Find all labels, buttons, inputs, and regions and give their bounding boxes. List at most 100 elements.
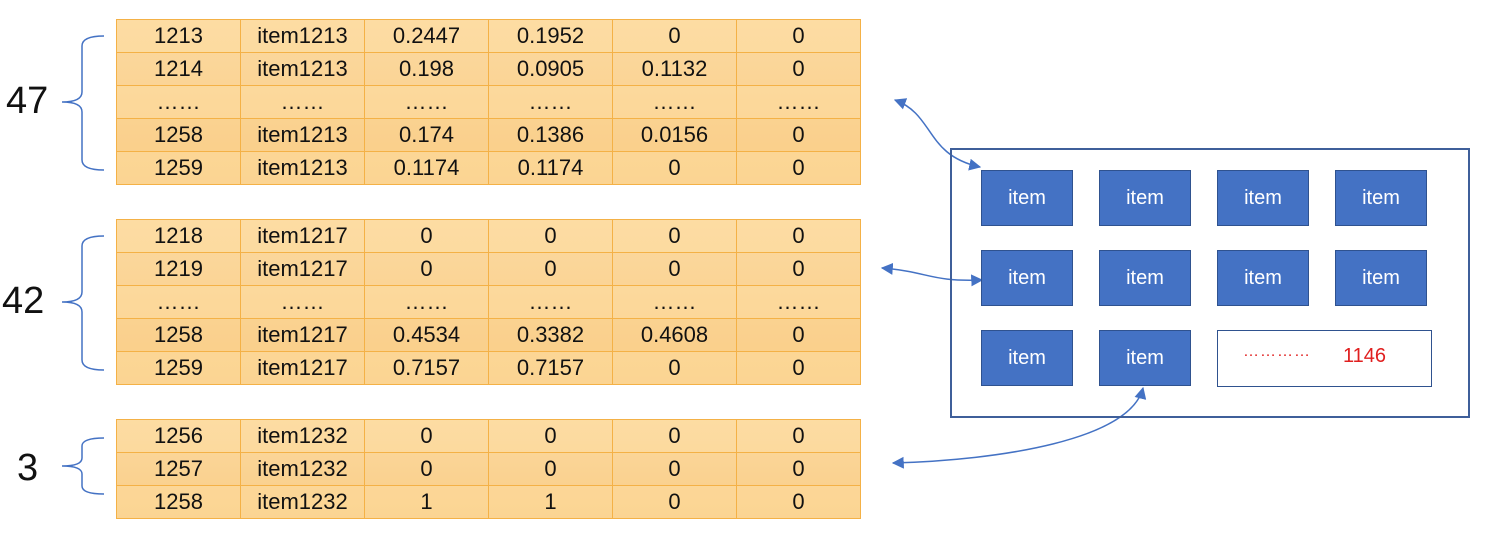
table-cell: 0 <box>736 118 861 152</box>
table-cell: item1232 <box>240 452 365 486</box>
table-cell: 0 <box>364 252 489 286</box>
table-cell: 0 <box>736 452 861 486</box>
table-cell: item1217 <box>240 318 365 352</box>
item-box: item <box>1217 250 1309 306</box>
table-cell: …… <box>736 85 861 119</box>
table-cell: item1232 <box>240 485 365 519</box>
table-cell: …… <box>736 285 861 319</box>
table-cell: item1213 <box>240 19 365 53</box>
table-cell: 0.7157 <box>488 351 613 385</box>
table-cell: item1213 <box>240 151 365 185</box>
more-items-box: ………… 1146 <box>1217 330 1432 387</box>
table-cell: …… <box>240 85 365 119</box>
table-cell: …… <box>240 285 365 319</box>
table-cell: 0.4608 <box>612 318 737 352</box>
table-cell: 1259 <box>116 351 241 385</box>
table-cell: 0 <box>736 351 861 385</box>
data-table-3: 1256 item1232 0 0 0 0 1257 item1232 0 0 0 0 1258 item… <box>116 419 861 519</box>
table-cell: 1259 <box>116 151 241 185</box>
table-cell: 0.7157 <box>364 351 489 385</box>
data-table-2: 1218 item1217 0 0 0 0 1219 item1217 0 0 0 0……………………… <box>116 219 861 385</box>
table-cell: 0 <box>612 219 737 253</box>
table-cell: 1 <box>488 485 613 519</box>
table-cell: 1214 <box>116 52 241 86</box>
table-row: ……………………………… <box>116 285 861 319</box>
item-box: item <box>981 250 1073 306</box>
table-cell: 0 <box>364 419 489 453</box>
table-cell: 1218 <box>116 219 241 253</box>
count-label-1: 47 <box>6 80 49 122</box>
table-cell: 0 <box>736 19 861 53</box>
table-cell: 0 <box>612 19 737 53</box>
table-cell: 1257 <box>116 452 241 486</box>
item-box: item <box>1217 170 1309 226</box>
arrow-table3-panel <box>891 386 1147 469</box>
brace-1 <box>61 35 105 171</box>
brace-2 <box>61 235 105 371</box>
more-dots: ………… <box>1243 343 1311 360</box>
more-count: 1146 <box>1343 345 1387 367</box>
table-cell: 0 <box>612 452 737 486</box>
table-cell: 0 <box>612 151 737 185</box>
table-cell: 0.3382 <box>488 318 613 352</box>
table-cell: item1213 <box>240 118 365 152</box>
table-cell: …… <box>116 85 241 119</box>
table-cell: 0 <box>736 252 861 286</box>
table-cell: …… <box>364 85 489 119</box>
table-cell: 0 <box>736 485 861 519</box>
table-cell: item1232 <box>240 419 365 453</box>
item-box: item <box>981 170 1073 226</box>
table-cell: 0 <box>488 452 613 486</box>
table-cell: 0.2447 <box>364 19 489 53</box>
table-cell: …… <box>116 285 241 319</box>
table-cell: 0 <box>612 252 737 286</box>
table-cell: 0 <box>488 419 613 453</box>
table-row: 1218 item1217 0 0 0 0 <box>116 219 861 253</box>
table-row: 1258 item1232 1 1 0 0 <box>116 485 861 519</box>
table-row: 1259 item1217 0.7157 0.7157 0 0 <box>116 351 861 385</box>
table-row: ……………………………… <box>116 85 861 119</box>
table-cell: 0 <box>736 219 861 253</box>
table-cell: 0.1386 <box>488 118 613 152</box>
table-cell: 0 <box>612 485 737 519</box>
table-cell: 1258 <box>116 118 241 152</box>
table-cell: 1 <box>364 485 489 519</box>
table-cell: 1213 <box>116 19 241 53</box>
table-row: 1259 item1213 0.1174 0.1174 0 0 <box>116 151 861 185</box>
table-cell: 0 <box>736 318 861 352</box>
table-cell: 0 <box>736 52 861 86</box>
item-box: item <box>1335 170 1427 226</box>
table-cell: 0 <box>612 351 737 385</box>
table-cell: 1258 <box>116 485 241 519</box>
table-cell: …… <box>488 285 613 319</box>
item-box: item <box>1099 250 1191 306</box>
arrow-table2-panel <box>880 262 984 287</box>
item-box: item <box>1099 170 1191 226</box>
brace-3 <box>61 437 105 495</box>
table-cell: 0.1952 <box>488 19 613 53</box>
table-cell: …… <box>364 285 489 319</box>
table-cell: 1258 <box>116 318 241 352</box>
table-cell: 0 <box>736 151 861 185</box>
table-cell: 0.0156 <box>612 118 737 152</box>
table-cell: item1217 <box>240 351 365 385</box>
table-cell: …… <box>612 85 737 119</box>
table-cell: 0.0905 <box>488 52 613 86</box>
count-label-2: 42 <box>2 280 45 322</box>
table-cell: 0 <box>612 419 737 453</box>
item-panel <box>950 148 1470 418</box>
table-cell: item1217 <box>240 252 365 286</box>
table-cell: 0 <box>488 252 613 286</box>
table-row: 1213 item1213 0.2447 0.1952 0 0 <box>116 19 861 53</box>
table-row: 1257 item1232 0 0 0 0 <box>116 452 861 486</box>
table-cell: item1213 <box>240 52 365 86</box>
table-cell: item1217 <box>240 219 365 253</box>
table-cell: 0.1174 <box>364 151 489 185</box>
table-cell: 0 <box>488 219 613 253</box>
count-label-3: 3 <box>17 447 39 489</box>
item-box: item <box>1099 330 1191 386</box>
table-row: 1256 item1232 0 0 0 0 <box>116 419 861 453</box>
arrow-table1-panel <box>893 98 982 171</box>
table-row: 1214 item1213 0.198 0.0905 0.1132 0 <box>116 52 861 86</box>
